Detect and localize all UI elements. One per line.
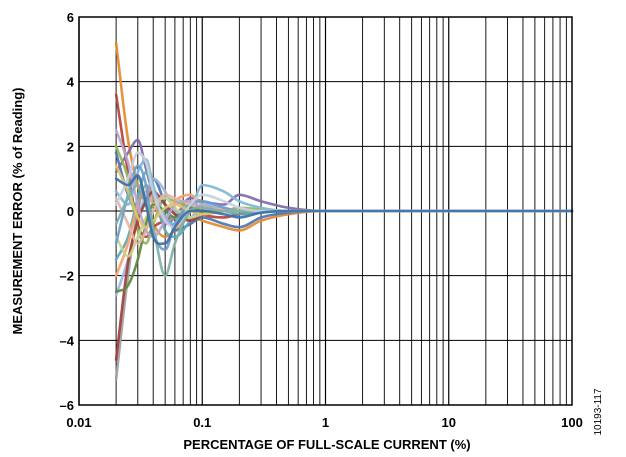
x-tick-labels: 0.01 0.1 1 10 100 bbox=[66, 415, 583, 430]
y-tick-label: –4 bbox=[60, 333, 75, 348]
series-line-20 bbox=[114, 174, 574, 246]
figure-id: 10193-117 bbox=[593, 388, 604, 436]
x-tick-label: 1 bbox=[322, 415, 329, 430]
x-axis-label: PERCENTAGE OF FULL-SCALE CURRENT (%) bbox=[183, 437, 470, 452]
y-tick-labels: –6 –4 –2 0 2 4 6 bbox=[60, 10, 75, 413]
x-tick-label: 100 bbox=[561, 415, 583, 430]
series-lines bbox=[114, 41, 574, 381]
x-tick-label: 0.1 bbox=[193, 415, 211, 430]
y-tick-label: –2 bbox=[60, 269, 74, 284]
y-tick-label: 6 bbox=[67, 10, 74, 25]
y-tick-label: 0 bbox=[67, 204, 74, 219]
y-tick-label: –6 bbox=[60, 398, 74, 413]
y-tick-label: 2 bbox=[67, 139, 74, 154]
y-tick-label: 4 bbox=[67, 75, 75, 90]
x-tick-label: 10 bbox=[442, 415, 456, 430]
plot-frame bbox=[78, 16, 573, 406]
y-axis-label: MEASUREMENT ERROR (% of Reading) bbox=[10, 88, 25, 335]
x-tick-label: 0.01 bbox=[66, 415, 91, 430]
